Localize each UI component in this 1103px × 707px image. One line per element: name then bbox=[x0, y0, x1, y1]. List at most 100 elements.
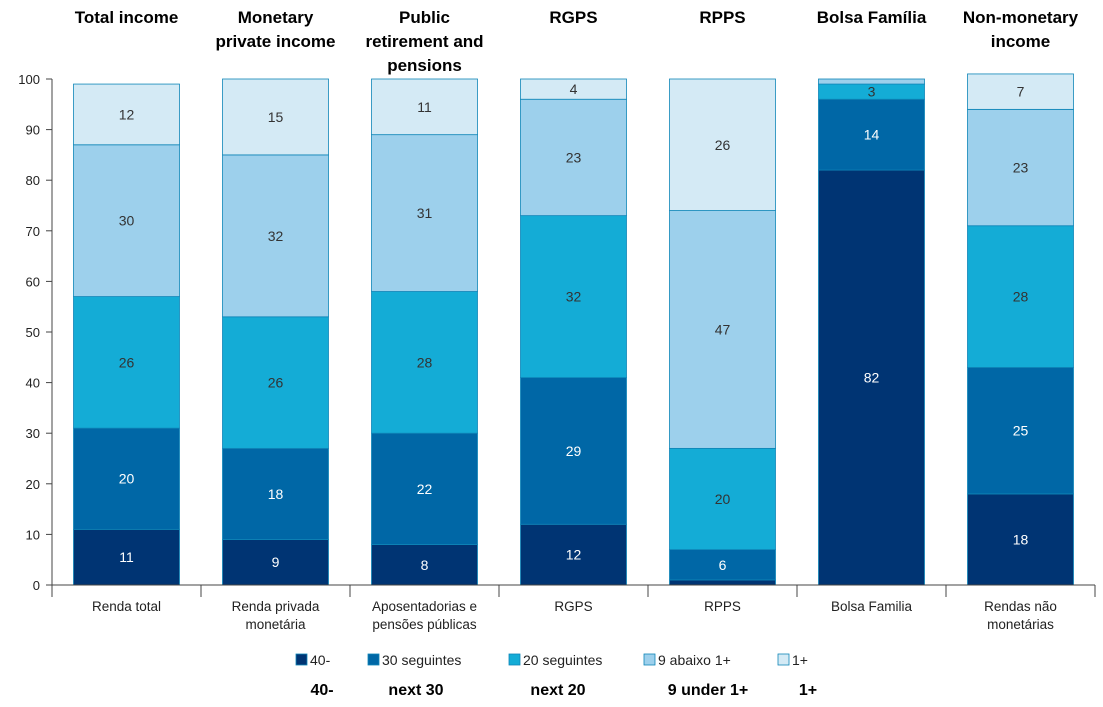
legend-item-4: 9 abaixo 1+ 9 under 1+ bbox=[643, 652, 748, 699]
data-label: 25 bbox=[1013, 423, 1029, 439]
data-label: 12 bbox=[566, 547, 582, 563]
column-title: RPPS bbox=[699, 8, 745, 27]
category-label: RGPS bbox=[554, 599, 592, 614]
data-label: 6 bbox=[719, 557, 727, 573]
bar-segment-2-5 bbox=[222, 78, 329, 156]
data-label: 28 bbox=[1013, 289, 1029, 305]
data-label: 4 bbox=[570, 81, 578, 97]
data-label: 32 bbox=[268, 228, 284, 244]
axes: Renda total Renda privada monetária Aposent… bbox=[18, 72, 1096, 632]
column-title: RGPS bbox=[549, 8, 597, 27]
bar-segment-7-5 bbox=[967, 73, 1074, 110]
legend-label-en: next 20 bbox=[530, 682, 585, 699]
bar-segment-6-1 bbox=[818, 169, 925, 586]
legend-label-en: 40- bbox=[310, 682, 333, 699]
data-label: 26 bbox=[119, 354, 135, 370]
y-tick-label: 40 bbox=[26, 376, 40, 391]
legend-label-en: 1+ bbox=[799, 682, 817, 699]
legend-item-1: 40- 40- bbox=[295, 652, 334, 699]
y-tick-label: 60 bbox=[26, 274, 40, 289]
data-label: 32 bbox=[566, 289, 582, 305]
bar-segment-4-3 bbox=[520, 215, 627, 378]
column-titles: Total income Monetary private income Public… bbox=[75, 8, 1079, 75]
data-label: 23 bbox=[1013, 160, 1029, 176]
legend-swatch bbox=[643, 653, 656, 666]
bar-segment-2-2 bbox=[222, 447, 329, 540]
category-label: Bolsa Familia bbox=[831, 599, 913, 614]
y-tick-label: 50 bbox=[26, 325, 40, 340]
legend-item-3: 20 seguintes next 20 bbox=[508, 652, 602, 699]
data-label: 3 bbox=[868, 84, 876, 100]
bar-segment-1-5 bbox=[73, 83, 180, 146]
legend-label: 1+ bbox=[792, 652, 808, 668]
data-label: 12 bbox=[119, 106, 135, 122]
category-label: Aposentadorias e pensões públicas bbox=[372, 599, 477, 632]
legend-item-2: 30 seguintes next 30 bbox=[367, 652, 461, 699]
y-tick-label: 70 bbox=[26, 224, 40, 239]
data-label: 11 bbox=[119, 549, 134, 565]
bar-segment-1-4 bbox=[73, 144, 180, 297]
legend-item-5: 1+ 1+ bbox=[777, 652, 817, 699]
data-label: 11 bbox=[417, 99, 432, 115]
bar-segment-2-3 bbox=[222, 316, 329, 449]
y-tick-label: 20 bbox=[26, 477, 40, 492]
bar-segment-6-4 bbox=[818, 78, 925, 85]
legend-swatch bbox=[367, 653, 380, 666]
bar-segment-1-1 bbox=[73, 528, 180, 586]
y-tick-label: 10 bbox=[26, 527, 40, 542]
data-label: 7 bbox=[1017, 84, 1025, 100]
bar-segment-7-2 bbox=[967, 367, 1074, 495]
data-label: 20 bbox=[715, 491, 731, 507]
bar-segment-5-5 bbox=[669, 78, 776, 211]
column-title: Public retirement and pensions bbox=[365, 8, 483, 75]
y-tick-label: 90 bbox=[26, 123, 40, 138]
data-label: 82 bbox=[864, 370, 880, 386]
legend-label: 40- bbox=[310, 652, 331, 668]
bar-segment-3-1 bbox=[371, 544, 478, 586]
data-label: 31 bbox=[417, 205, 433, 221]
legend-swatch bbox=[508, 653, 521, 666]
data-label: 14 bbox=[864, 127, 880, 143]
data-label: 18 bbox=[1013, 531, 1029, 547]
legend-swatch bbox=[295, 653, 308, 666]
category-label: Renda privada monetária bbox=[232, 599, 320, 632]
legend-label: 30 seguintes bbox=[382, 652, 461, 668]
bar-segment-5-4 bbox=[669, 210, 776, 449]
bar-segment-2-1 bbox=[222, 539, 329, 586]
legend-label: 20 seguintes bbox=[523, 652, 602, 668]
column-title: Monetary private income bbox=[216, 8, 336, 51]
bar-segment-4-5 bbox=[520, 78, 627, 100]
category-label: RPPS bbox=[704, 599, 741, 614]
legend-label-en: next 30 bbox=[388, 682, 443, 699]
data-label: 47 bbox=[715, 321, 731, 337]
bar-segment-2-4 bbox=[222, 154, 329, 318]
bar-segment-7-4 bbox=[967, 108, 1074, 227]
data-label: 30 bbox=[119, 213, 135, 229]
data-label: 29 bbox=[566, 443, 582, 459]
legend: 40- 40- 30 seguintes next 30 20 seguintes nex… bbox=[295, 652, 817, 699]
bar-segment-3-3 bbox=[371, 291, 478, 434]
legend-swatch bbox=[777, 653, 790, 666]
category-label: Rendas não monetárias bbox=[984, 599, 1057, 632]
legend-label-en: 9 under 1+ bbox=[668, 682, 748, 699]
data-label: 26 bbox=[715, 137, 731, 153]
data-label: 22 bbox=[417, 481, 433, 497]
y-tick-label: 100 bbox=[18, 72, 40, 87]
category-label: Renda total bbox=[92, 599, 161, 614]
data-label: 18 bbox=[268, 486, 284, 502]
bars: 1120263012918263215822283111122932234620… bbox=[73, 73, 1074, 586]
bar-segment-1-2 bbox=[73, 427, 180, 530]
column-title: Non-monetary income bbox=[963, 8, 1079, 51]
y-tick-label: 30 bbox=[26, 426, 40, 441]
bar-segment-3-2 bbox=[371, 432, 478, 545]
column-title: Total income bbox=[75, 8, 179, 27]
bar-segment-7-3 bbox=[967, 225, 1074, 368]
bar-segment-5-3 bbox=[669, 447, 776, 550]
bar-segment-5-2 bbox=[669, 549, 776, 581]
data-label: 15 bbox=[268, 109, 284, 125]
y-tick-label: 80 bbox=[26, 173, 40, 188]
bar-segment-4-2 bbox=[520, 377, 627, 525]
bar-segment-4-4 bbox=[520, 98, 627, 217]
data-label: 9 bbox=[272, 554, 280, 570]
